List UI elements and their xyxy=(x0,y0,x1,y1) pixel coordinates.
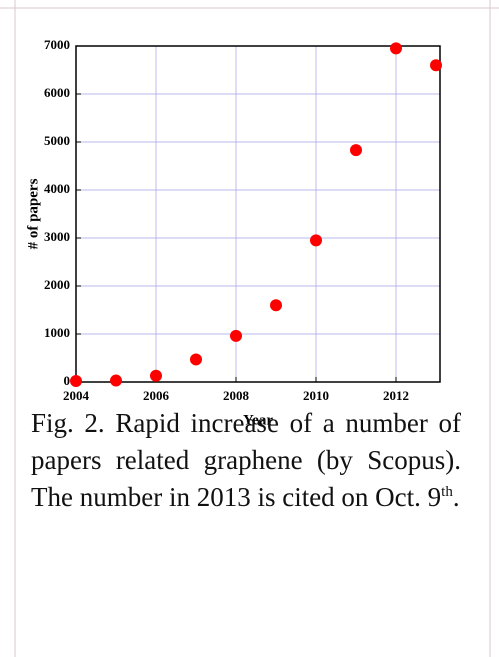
caption-text: Fig. 2. Rapid increase of a number of pa… xyxy=(31,408,461,512)
y-tick-label: 1000 xyxy=(44,325,70,340)
y-tick-label: 3000 xyxy=(44,229,70,244)
y-tick-label: 0 xyxy=(64,373,71,388)
caption-superscript: th xyxy=(441,484,453,500)
plot-frame xyxy=(75,45,441,383)
point xyxy=(310,234,322,247)
x-tick-label: 2004 xyxy=(63,388,90,403)
x-tick-label: 2006 xyxy=(143,388,170,403)
y-tick-label: 4000 xyxy=(44,181,70,196)
x-tick-label: 2010 xyxy=(303,388,329,403)
caption: Fig. 2. Rapid increase of a number of pa… xyxy=(31,405,461,516)
y-tick-label: 6000 xyxy=(44,85,70,100)
y-tick-label: 2000 xyxy=(44,277,70,292)
point xyxy=(390,42,402,55)
point xyxy=(350,144,362,157)
point xyxy=(110,374,122,387)
caption-tail: . xyxy=(452,482,460,512)
point xyxy=(150,369,162,382)
point xyxy=(270,299,282,312)
y-axis-label: # of papers xyxy=(25,178,41,249)
point xyxy=(430,59,442,72)
point xyxy=(190,353,202,366)
y-tick-label: 7000 xyxy=(44,37,70,52)
point xyxy=(230,329,242,342)
x-axis-label: Year xyxy=(243,412,273,428)
y-tick-label: 5000 xyxy=(44,133,70,148)
x-tick-label: 2008 xyxy=(223,388,250,403)
x-tick-label: 2012 xyxy=(383,388,409,403)
point xyxy=(70,375,82,388)
